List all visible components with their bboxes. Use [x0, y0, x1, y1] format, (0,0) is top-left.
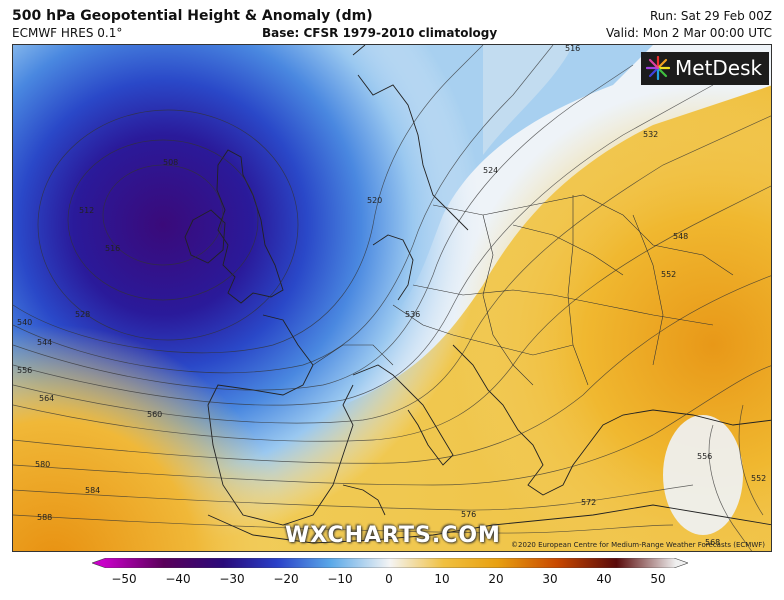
contour-label: 584: [85, 486, 100, 495]
contour-label: 588: [37, 513, 52, 522]
contour-label: 544: [37, 338, 52, 347]
contour-label: 540: [17, 318, 32, 327]
model-name: ECMWF HRES 0.1°: [12, 26, 123, 40]
contour-label: 516: [105, 244, 120, 253]
contour-label: 552: [751, 474, 766, 483]
climatology-base: Base: CFSR 1979-2010 climatology: [262, 26, 498, 40]
chart-header: 500 hPa Geopotential Height & Anomaly (d…: [0, 0, 784, 44]
contour-label: 536: [405, 310, 420, 319]
colorbar-tick: 0: [385, 572, 393, 586]
colorbar-tick: 10: [434, 572, 450, 586]
contour-label: 556: [697, 452, 712, 461]
run-time: Run: Sat 29 Feb 00Z: [650, 9, 772, 23]
chart-title: 500 hPa Geopotential Height & Anomaly (d…: [12, 8, 373, 24]
metdesk-logo: MetDesk: [641, 52, 769, 85]
contour-label: 520: [367, 196, 382, 205]
colorbar-tick: −40: [165, 572, 191, 586]
contour-label: 508: [163, 158, 178, 167]
contour-label: 576: [461, 510, 476, 519]
contour-label: 516: [565, 45, 580, 53]
contour-label: 560: [147, 410, 162, 419]
height-contours: [13, 45, 771, 551]
contour-label: 524: [483, 166, 498, 175]
colorbar-tick: 40: [596, 572, 612, 586]
valid-time: Valid: Mon 2 Mar 00:00 UTC: [606, 26, 772, 40]
contour-label: 532: [643, 130, 658, 139]
colorbar-tick: −30: [219, 572, 245, 586]
country-borders: [312, 194, 734, 386]
contour-label: 512: [79, 206, 94, 215]
logo-text: MetDesk: [675, 56, 763, 80]
contour-label: 564: [39, 394, 54, 403]
colorbar-tick: 30: [542, 572, 558, 586]
contour-label: 552: [661, 270, 676, 279]
colorbar-tick: −10: [327, 572, 353, 586]
wxcharts-watermark: WXCHARTS.COM: [285, 523, 501, 548]
colorbar: [92, 558, 688, 568]
colorbar-tick: −50: [111, 572, 137, 586]
colorbar-tick: −20: [273, 572, 299, 586]
contour-label: 556: [17, 366, 32, 375]
coastlines: [184, 45, 771, 544]
contour-label: 548: [673, 232, 688, 241]
contour-label-group: 516 532 524 520 548 552 536 540 544 556 …: [17, 45, 766, 547]
contour-label: 580: [35, 460, 50, 469]
weather-map[interactable]: 516 532 524 520 548 552 536 540 544 556 …: [12, 44, 772, 552]
metdesk-starburst-icon: [646, 56, 670, 80]
contour-label: 572: [581, 498, 596, 507]
colorbar-tick: 20: [488, 572, 504, 586]
anomaly-field: 516 532 524 520 548 552 536 540 544 556 …: [13, 45, 771, 551]
colorbar-tick: 50: [650, 572, 666, 586]
colorbar-ticks: −50 −40 −30 −20 −10 0 10 20 30 40 50: [0, 572, 784, 592]
copyright-notice: ©2020 European Centre for Medium-Range W…: [511, 541, 765, 549]
contour-label: 528: [75, 310, 90, 319]
contour-label: 568: [705, 538, 720, 547]
